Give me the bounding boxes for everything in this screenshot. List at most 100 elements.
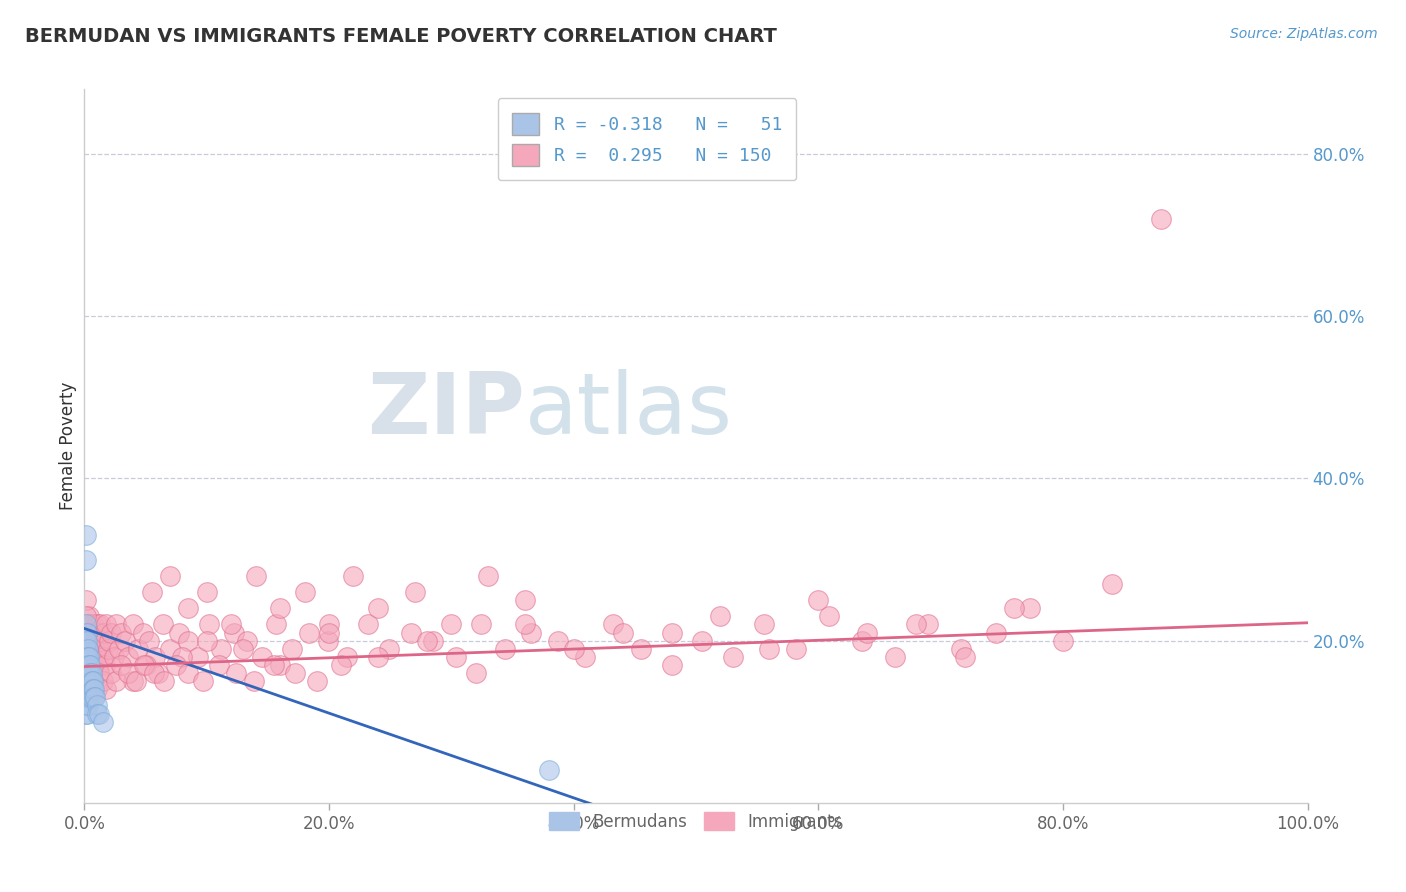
- Point: [82, 617, 104, 632]
- Point: [851, 633, 873, 648]
- Point: [330, 657, 353, 672]
- Y-axis label: Female Poverty: Female Poverty: [59, 382, 77, 510]
- Point: [76, 698, 98, 713]
- Point: [83, 682, 105, 697]
- Point: [1150, 211, 1173, 226]
- Point: [464, 666, 486, 681]
- Point: [76, 674, 98, 689]
- Point: [75, 552, 97, 566]
- Point: [661, 625, 683, 640]
- Point: [167, 625, 190, 640]
- Point: [75, 617, 97, 632]
- Point: [84, 690, 107, 705]
- Point: [84, 641, 107, 656]
- Point: [77, 641, 100, 656]
- Point: [208, 657, 231, 672]
- Point: [917, 617, 939, 632]
- Point: [470, 617, 492, 632]
- Point: [367, 601, 389, 615]
- Point: [284, 666, 307, 681]
- Point: [117, 666, 139, 681]
- Point: [195, 633, 218, 648]
- Point: [75, 690, 97, 705]
- Point: [87, 666, 110, 681]
- Point: [83, 690, 105, 705]
- Point: [77, 698, 100, 713]
- Text: atlas: atlas: [524, 368, 733, 452]
- Point: [77, 609, 100, 624]
- Point: [103, 649, 125, 664]
- Point: [1101, 577, 1123, 591]
- Text: BERMUDAN VS IMMIGRANTS FEMALE POVERTY CORRELATION CHART: BERMUDAN VS IMMIGRANTS FEMALE POVERTY CO…: [25, 27, 778, 45]
- Point: [367, 649, 389, 664]
- Point: [245, 568, 267, 582]
- Point: [143, 666, 166, 681]
- Point: [477, 568, 499, 582]
- Point: [80, 666, 103, 681]
- Point: [76, 617, 98, 632]
- Point: [336, 649, 359, 664]
- Point: [125, 674, 148, 689]
- Point: [75, 593, 97, 607]
- Point: [91, 674, 114, 689]
- Point: [807, 593, 830, 607]
- Point: [77, 682, 100, 697]
- Point: [152, 617, 174, 632]
- Point: [76, 682, 98, 697]
- Point: [96, 682, 118, 697]
- Point: [82, 674, 104, 689]
- Point: [97, 633, 120, 648]
- Point: [77, 666, 100, 681]
- Point: [77, 641, 100, 656]
- Point: [86, 706, 108, 721]
- Point: [953, 649, 976, 664]
- Point: [661, 657, 683, 672]
- Point: [305, 674, 328, 689]
- Point: [79, 690, 101, 705]
- Point: [263, 657, 285, 672]
- Point: [87, 706, 110, 721]
- Point: [135, 657, 157, 672]
- Point: [90, 633, 112, 648]
- Point: [177, 633, 200, 648]
- Point: [76, 690, 98, 705]
- Point: [75, 633, 97, 648]
- Point: [294, 585, 316, 599]
- Point: [79, 682, 101, 697]
- Point: [91, 714, 114, 729]
- Point: [100, 666, 122, 681]
- Point: [342, 568, 364, 582]
- Point: [76, 706, 98, 721]
- Point: [266, 617, 288, 632]
- Point: [195, 585, 218, 599]
- Point: [159, 568, 181, 582]
- Point: [758, 641, 780, 656]
- Point: [602, 617, 624, 632]
- Point: [884, 649, 907, 664]
- Point: [404, 585, 426, 599]
- Point: [75, 641, 97, 656]
- Point: [117, 649, 139, 664]
- Point: [1002, 601, 1025, 615]
- Point: [110, 657, 132, 672]
- Point: [236, 633, 259, 648]
- Point: [83, 657, 105, 672]
- Point: [87, 641, 110, 656]
- Point: [281, 641, 304, 656]
- Point: [110, 625, 132, 640]
- Point: [75, 609, 97, 624]
- Point: [191, 674, 214, 689]
- Point: [82, 649, 104, 664]
- Point: [75, 706, 97, 721]
- Point: [250, 649, 273, 664]
- Point: [198, 617, 221, 632]
- Point: [562, 641, 585, 656]
- Point: [219, 617, 242, 632]
- Point: [76, 625, 98, 640]
- Point: [159, 641, 181, 656]
- Point: [440, 617, 463, 632]
- Point: [138, 633, 160, 648]
- Text: ZIP: ZIP: [367, 368, 524, 452]
- Point: [82, 682, 104, 697]
- Point: [80, 690, 103, 705]
